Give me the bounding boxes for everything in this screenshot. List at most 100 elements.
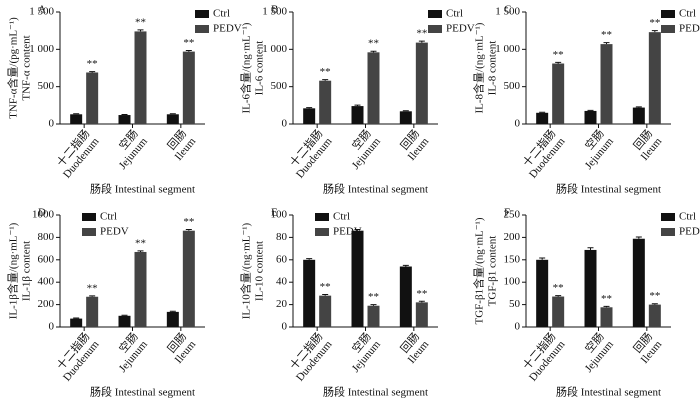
y-tick-label: 500 bbox=[271, 80, 288, 92]
y-axis-label: IL-6含量/(ng·mL⁻¹) bbox=[239, 22, 253, 113]
y-axis-label: IL-10 content bbox=[254, 241, 266, 301]
legend-label: PEDV bbox=[679, 23, 700, 35]
y-axis-label: TGF-β1含量/(ng·mL⁻¹) bbox=[472, 217, 486, 324]
bar bbox=[600, 307, 613, 327]
x-axis-label: 肠段 Intestinal segment bbox=[556, 385, 661, 399]
y-axis-label: IL-10含量/(ng·mL⁻¹) bbox=[239, 222, 253, 319]
panel-letter: D bbox=[38, 207, 46, 219]
significance: ** bbox=[601, 29, 612, 41]
y-tick-label: 50 bbox=[509, 298, 521, 310]
error-bar bbox=[306, 107, 313, 109]
legend-label: PEDV bbox=[333, 226, 362, 238]
error-bar bbox=[418, 40, 425, 43]
bar bbox=[536, 259, 549, 327]
y-axis-label: TNF-α content bbox=[21, 35, 33, 100]
significance: ** bbox=[368, 38, 379, 50]
y-tick-label: 0 bbox=[282, 321, 288, 333]
bar bbox=[584, 249, 597, 327]
error-bar bbox=[370, 304, 377, 306]
y-axis-label: IL-1β含量/(ng·mL⁻¹) bbox=[6, 222, 20, 319]
error-bar bbox=[370, 50, 377, 53]
y-tick-label: 250 bbox=[504, 209, 521, 221]
panel: D IL-1β含量/(ng·mL⁻¹) IL-1β content 0 200 400 60… bbox=[6, 207, 205, 399]
bar bbox=[552, 63, 565, 124]
significance: ** bbox=[553, 49, 564, 61]
error-bar bbox=[635, 106, 642, 108]
y-tick-label: 150 bbox=[504, 253, 521, 265]
bar bbox=[182, 51, 195, 124]
bar bbox=[632, 238, 645, 327]
error-bar bbox=[121, 314, 128, 316]
bar bbox=[70, 318, 83, 327]
legend-swatch bbox=[82, 213, 96, 221]
x-axis-label: 肠段 Intestinal segment bbox=[556, 182, 661, 196]
bar bbox=[319, 295, 332, 327]
legend-swatch bbox=[661, 213, 675, 221]
error-bar bbox=[322, 79, 329, 81]
bar bbox=[303, 259, 316, 327]
y-tick-label: 1 000 bbox=[29, 43, 54, 55]
bar bbox=[367, 52, 380, 124]
error-bar bbox=[603, 305, 610, 308]
legend-swatch bbox=[661, 25, 675, 33]
panel: C IL-8含量/(ng·mL⁻¹) IL-8 content 0 500 1 000 1 … bbox=[472, 4, 700, 196]
y-tick-label: 60 bbox=[276, 253, 288, 265]
y-tick-label: 500 bbox=[504, 80, 521, 92]
error-bar bbox=[137, 250, 144, 252]
error-bar bbox=[354, 104, 361, 107]
bar bbox=[367, 305, 380, 327]
error-bar bbox=[587, 247, 594, 250]
y-tick-label: 500 bbox=[38, 80, 55, 92]
y-tick-label: 100 bbox=[271, 209, 288, 221]
error-bar bbox=[89, 71, 96, 73]
error-bar bbox=[169, 310, 176, 312]
significance: ** bbox=[135, 16, 146, 28]
bar bbox=[415, 302, 428, 327]
error-bar bbox=[651, 303, 658, 305]
legend-label: Ctrl bbox=[333, 211, 350, 223]
x-axis-label: 肠段 Intestinal segment bbox=[323, 385, 428, 399]
error-bar bbox=[603, 42, 610, 45]
y-tick-label: 800 bbox=[38, 231, 55, 243]
significance: ** bbox=[649, 290, 660, 302]
error-bar bbox=[185, 229, 192, 231]
y-axis-label: TGF-β1 content bbox=[487, 236, 499, 307]
y-tick-label: 1 500 bbox=[495, 6, 520, 18]
significance: ** bbox=[183, 216, 194, 228]
y-tick-label: 100 bbox=[504, 276, 521, 288]
significance: ** bbox=[368, 291, 379, 303]
bar bbox=[351, 106, 364, 124]
y-tick-label: 400 bbox=[38, 276, 55, 288]
bar bbox=[552, 296, 565, 327]
legend-swatch bbox=[195, 25, 209, 33]
panel-letter: B bbox=[271, 4, 278, 16]
bar bbox=[632, 107, 645, 124]
y-tick-label: 40 bbox=[276, 276, 288, 288]
x-axis-label: 肠段 Intestinal segment bbox=[90, 182, 195, 196]
bar bbox=[351, 230, 364, 327]
bar bbox=[584, 110, 597, 124]
legend-label: Ctrl bbox=[679, 211, 696, 223]
error-bar bbox=[635, 236, 642, 239]
legend-swatch bbox=[428, 25, 442, 33]
y-tick-label: 1 500 bbox=[262, 6, 287, 18]
significance: ** bbox=[416, 28, 427, 40]
y-tick-label: 1000 bbox=[32, 209, 55, 221]
y-tick-label: 200 bbox=[504, 231, 521, 243]
error-bar bbox=[418, 300, 425, 303]
significance: ** bbox=[183, 37, 194, 49]
legend-label: Ctrl bbox=[679, 8, 696, 20]
significance: ** bbox=[553, 282, 564, 294]
y-axis-label: IL-1β content bbox=[21, 241, 33, 301]
error-bar bbox=[587, 109, 594, 111]
y-tick-label: 1 500 bbox=[29, 6, 54, 18]
error-bar bbox=[89, 295, 96, 297]
y-axis-label: TNF-α含量/(pg·mL⁻¹) bbox=[6, 17, 20, 119]
bar bbox=[648, 32, 661, 124]
significance: ** bbox=[649, 17, 660, 29]
bar bbox=[166, 311, 179, 327]
bar bbox=[118, 115, 131, 124]
legend-label: Ctrl bbox=[213, 8, 230, 20]
error-bar bbox=[402, 110, 409, 112]
